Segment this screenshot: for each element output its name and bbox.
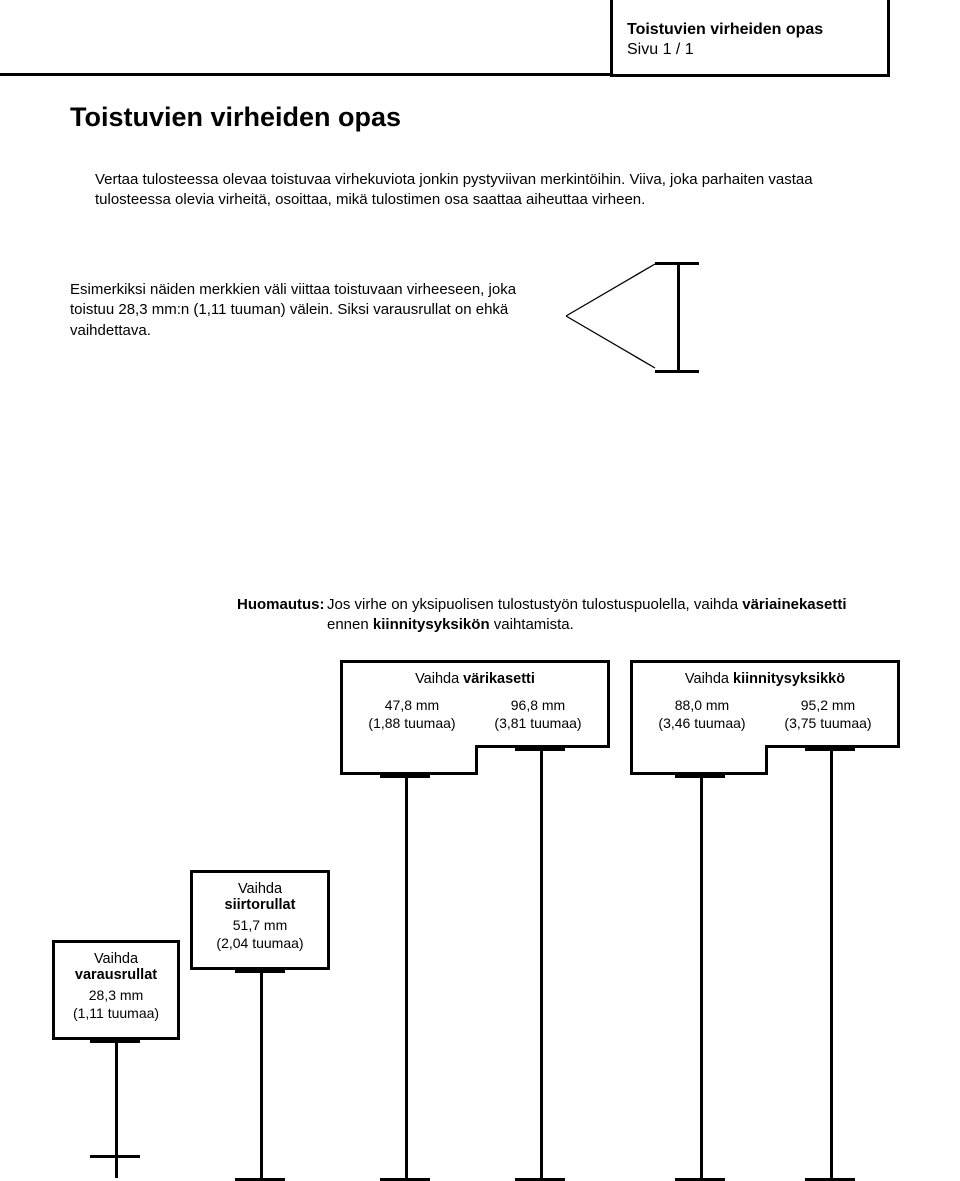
kiinnitys-col2-in: (3,75 tuumaa) <box>784 715 871 733</box>
intro-paragraph: Vertaa tulosteessa olevaa toistuvaa virh… <box>95 170 835 211</box>
varikasetti-col2: 96,8 mm (3,81 tuumaa) <box>494 697 581 732</box>
notch-seam-cover <box>633 742 765 748</box>
varikasetti-col1: 47,8 mm (1,88 tuumaa) <box>368 697 455 732</box>
varikasetti-header-bold: värikasetti <box>463 671 535 687</box>
note-body: Jos virhe on yksipuolisen tulostustyön t… <box>327 595 877 636</box>
kiinnitys-col1: 88,0 mm (3,46 tuumaa) <box>658 697 745 732</box>
ruler-tick <box>90 1040 140 1043</box>
notch-seam-cover <box>343 742 475 748</box>
ruler-tick <box>380 775 430 778</box>
siirtorullat-line1: Vaihda <box>193 881 327 897</box>
varausrullat-box: Vaihda varausrullat 28,3 mm (1,11 tuumaa… <box>52 940 180 1040</box>
note-text-3: vaihtamista. <box>490 616 574 633</box>
ruler-varikasetti-col2 <box>540 748 543 1178</box>
ruler-tick <box>675 775 725 778</box>
siirtorullat-col: 51,7 mm (2,04 tuumaa) <box>193 917 327 952</box>
header-title: Toistuvien virheiden opas <box>627 20 873 40</box>
note-label: Huomautus: <box>237 595 327 615</box>
example-paragraph: Esimerkiksi näiden merkkien väli viittaa… <box>70 280 530 341</box>
varikasetti-header-plain: Vaihda <box>415 671 463 687</box>
example-ruler-line <box>677 262 680 370</box>
varikasetti-col2-mm: 96,8 mm <box>494 697 581 715</box>
kiinnitys-header-plain: Vaihda <box>685 671 733 687</box>
kiinnitys-header: Vaihda kiinnitysyksikkö <box>633 671 897 687</box>
varikasetti-col1-in: (1,88 tuumaa) <box>368 715 455 733</box>
example-ruler-tick <box>655 370 699 373</box>
kiinnitys-col1-in: (3,46 tuumaa) <box>658 715 745 733</box>
varausrullat-line1: Vaihda <box>55 951 177 967</box>
varausrullat-in: (1,11 tuumaa) <box>55 1005 177 1023</box>
note-block: Huomautus: Jos virhe on yksipuolisen tul… <box>237 595 877 636</box>
varikasetti-box: Vaihda värikasetti 47,8 mm (1,88 tuumaa)… <box>340 660 610 748</box>
page-title: Toistuvien virheiden opas <box>70 102 401 133</box>
varikasetti-col1-mm: 47,8 mm <box>368 697 455 715</box>
varikasetti-header: Vaihda värikasetti <box>343 671 607 687</box>
varikasetti-notch <box>340 745 478 775</box>
siirtorullat-header: Vaihda siirtorullat <box>193 881 327 913</box>
header-pageline: Sivu 1 / 1 <box>627 40 873 60</box>
ruler-tick <box>235 970 285 973</box>
ruler-varikasetti-col1 <box>405 775 408 1178</box>
varausrullat-header: Vaihda varausrullat <box>55 951 177 983</box>
varausrullat-col: 28,3 mm (1,11 tuumaa) <box>55 987 177 1022</box>
kiinnitys-col2-mm: 95,2 mm <box>784 697 871 715</box>
ruler-siirtorullat <box>260 970 263 1178</box>
header-rule <box>0 73 610 76</box>
kiinnitys-col2: 95,2 mm (3,75 tuumaa) <box>784 697 871 732</box>
siirtorullat-line2: siirtorullat <box>225 897 296 913</box>
siirtorullat-box: Vaihda siirtorullat 51,7 mm (2,04 tuumaa… <box>190 870 330 970</box>
ruler-tick <box>515 748 565 751</box>
page-header-box: Toistuvien virheiden opas Sivu 1 / 1 <box>610 0 890 77</box>
varausrullat-mm: 28,3 mm <box>55 987 177 1005</box>
note-bold-2: kiinnitysyksikön <box>373 616 490 633</box>
example-arrow-icon <box>560 260 680 372</box>
kiinnitys-col1-mm: 88,0 mm <box>658 697 745 715</box>
ruler-kiinnitys-col2 <box>830 748 833 1178</box>
kiinnitys-box: Vaihda kiinnitysyksikkö 88,0 mm (3,46 tu… <box>630 660 900 748</box>
ruler-kiinnitys-col1 <box>700 775 703 1178</box>
note-text-2: ennen <box>327 616 373 633</box>
siirtorullat-in: (2,04 tuumaa) <box>193 935 327 953</box>
siirtorullat-mm: 51,7 mm <box>193 917 327 935</box>
varausrullat-line2: varausrullat <box>75 967 157 983</box>
note-text-1: Jos virhe on yksipuolisen tulostustyön t… <box>327 596 742 613</box>
varikasetti-col2-in: (3,81 tuumaa) <box>494 715 581 733</box>
kiinnitys-header-bold: kiinnitysyksikkö <box>733 671 845 687</box>
ruler-tick <box>805 748 855 751</box>
example-ruler-tick <box>655 262 699 265</box>
ruler-tick <box>90 1155 140 1158</box>
kiinnitys-notch <box>630 745 768 775</box>
note-bold-1: väriainekasetti <box>742 596 846 613</box>
